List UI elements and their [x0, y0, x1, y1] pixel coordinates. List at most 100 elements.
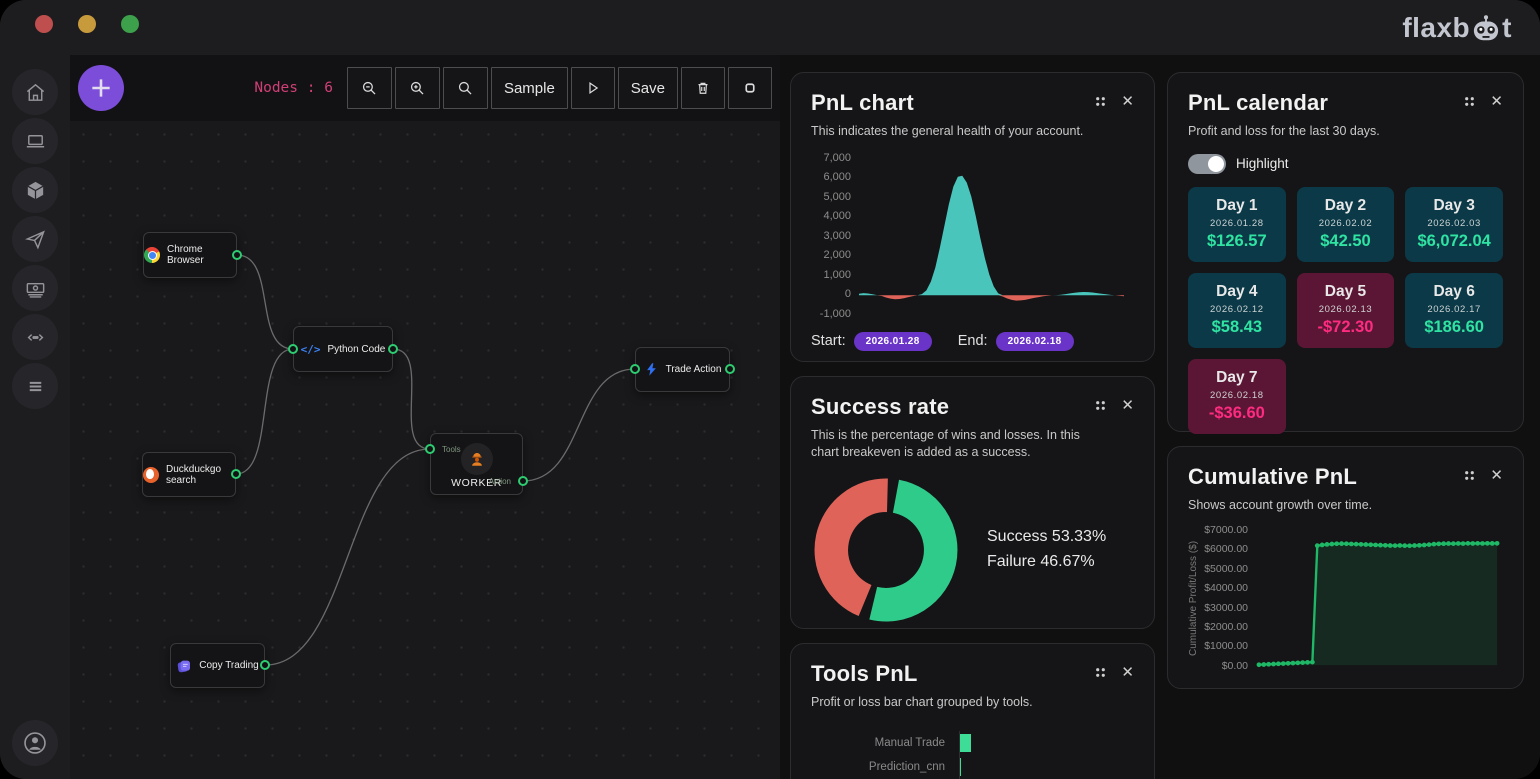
- calendar-day-date: 2026.02.17: [1427, 304, 1481, 316]
- node-label: WORKER: [451, 477, 502, 489]
- node-port[interactable]: [288, 344, 298, 354]
- graph-node-chrome-browser[interactable]: Chrome Browser: [143, 232, 237, 278]
- stop-button[interactable]: [728, 67, 772, 109]
- sidebar-menu-button[interactable]: [12, 363, 58, 409]
- run-button[interactable]: [570, 67, 615, 109]
- tools-bar-category: Prediction_cnn: [868, 760, 945, 773]
- sidebar-packages-button[interactable]: [12, 167, 58, 213]
- zoom-in-button[interactable]: [394, 67, 440, 109]
- sidebar-code-button[interactable]: [12, 314, 58, 360]
- pnl-calendar-panel: PnL calendar ✕ Profit and loss for the l…: [1167, 72, 1524, 434]
- node-port[interactable]: [388, 344, 398, 354]
- search-button[interactable]: [442, 67, 488, 109]
- node-label: Python Code: [327, 343, 386, 355]
- tools-bar-track: [959, 730, 1134, 755]
- start-label: Start:: [811, 333, 846, 350]
- calendar-day-date: 2026.01.28: [1210, 218, 1264, 230]
- close-panel-icon[interactable]: ✕: [1490, 93, 1503, 110]
- node-port[interactable]: [425, 444, 435, 454]
- y-tick-label: $5000.00: [1204, 562, 1248, 575]
- end-label: End:: [957, 333, 988, 350]
- sidebar-desktop-button[interactable]: [12, 118, 58, 164]
- sidebar-profile-button[interactable]: [12, 720, 58, 766]
- calendar-day-amount: $126.57: [1207, 232, 1267, 251]
- success-rate-donut-chart: [814, 478, 958, 622]
- node-port[interactable]: [231, 469, 241, 479]
- graph-node-trade-action[interactable]: Trade Action: [635, 347, 730, 392]
- pnl-area-chart: [859, 175, 1124, 301]
- zoom-out-button[interactable]: [346, 67, 392, 109]
- save-button[interactable]: Save: [617, 67, 678, 109]
- calendar-day-amount: $42.50: [1320, 232, 1371, 251]
- graph-node-python-code[interactable]: </> Python Code: [293, 326, 393, 372]
- graph-node-duckduckgo-search[interactable]: Duckduckgo search: [142, 452, 236, 497]
- node-port[interactable]: [725, 364, 735, 374]
- canvas-area[interactable]: Chrome Browser </> Python Code Duckduckgo s…: [70, 121, 780, 779]
- maximize-window-button[interactable]: [121, 15, 139, 33]
- cumulative-y-axis-label: Cumulative Profit/Loss ($): [1188, 540, 1199, 656]
- start-date-badge[interactable]: 2026.01.28: [853, 331, 932, 351]
- drag-handle-icon[interactable]: [1463, 469, 1476, 482]
- calendar-day-name: Day 3: [1433, 197, 1475, 215]
- tools-pnl-subtitle: Profit or loss bar chart grouped by tool…: [811, 695, 1033, 709]
- calendar-day-amount: -$36.60: [1208, 404, 1265, 423]
- calendar-day-card: Day 7 2026.02.18 -$36.60: [1188, 358, 1286, 434]
- menu-icon: [29, 381, 41, 391]
- node-label: Trade Action: [665, 364, 722, 375]
- y-tick-label: $7000.00: [1204, 523, 1248, 536]
- cumulative-pnl-title: Cumulative PnL: [1188, 464, 1358, 489]
- node-port[interactable]: [630, 364, 640, 374]
- add-node-button[interactable]: [78, 65, 124, 111]
- calendar-day-date: 2026.02.03: [1427, 218, 1481, 230]
- close-window-button[interactable]: [35, 15, 53, 33]
- node-port[interactable]: [232, 250, 242, 260]
- tools-bar-category: Manual Trade: [874, 736, 945, 749]
- minimize-window-button[interactable]: [78, 15, 96, 33]
- cumulative-pnl-subtitle: Shows account growth over time.: [1188, 498, 1373, 512]
- sidebar-home-button[interactable]: [12, 69, 58, 115]
- port-label: Tools: [442, 445, 461, 454]
- calendar-day-date: 2026.02.02: [1318, 218, 1373, 230]
- y-tick-label: 5,000: [823, 190, 851, 203]
- y-tick-label: $3000.00: [1204, 601, 1248, 614]
- graph-node-worker[interactable]: WORKER: [430, 433, 523, 495]
- calendar-day-name: Day 7: [1216, 369, 1258, 387]
- highlight-toggle[interactable]: [1188, 153, 1226, 174]
- donut-legend: Success 53.33% Failure 46.67%: [987, 525, 1106, 575]
- node-port[interactable]: [518, 476, 528, 486]
- close-panel-icon[interactable]: ✕: [1490, 467, 1503, 484]
- calendar-day-amount: $186.60: [1424, 318, 1484, 337]
- drag-handle-icon[interactable]: [1094, 666, 1107, 679]
- success-rate-panel: Success rate ✕ This is the percentage of…: [790, 376, 1155, 629]
- pnl-calendar-title: PnL calendar: [1188, 90, 1329, 115]
- cumulative-pnl-panel: Cumulative PnL ✕ Shows account growth ov…: [1167, 446, 1524, 689]
- sample-button[interactable]: Sample: [490, 67, 568, 109]
- close-panel-icon[interactable]: ✕: [1121, 664, 1134, 681]
- cumulative-line-chart: [1256, 540, 1500, 667]
- close-panel-icon[interactable]: ✕: [1121, 397, 1134, 414]
- calendar-day-name: Day 2: [1324, 197, 1367, 215]
- money-icon: [26, 282, 44, 298]
- node-port[interactable]: [260, 660, 270, 670]
- pnl-chart-title: PnL chart: [811, 90, 914, 115]
- drag-handle-icon[interactable]: [1094, 95, 1107, 108]
- logo-text-left: flaxb: [1402, 12, 1471, 43]
- drag-handle-icon[interactable]: [1094, 399, 1107, 412]
- calendar-day-card: Day 1 2026.01.28 $126.57: [1188, 186, 1286, 262]
- node-editor-canvas: Nodes : 6 Sample Save: [70, 55, 780, 779]
- cube-icon: [27, 181, 43, 199]
- tools-bar: [960, 757, 961, 776]
- calendar-day-card: Day 2 2026.02.02 $42.50: [1296, 186, 1395, 262]
- sidebar-deploy-button[interactable]: [12, 216, 58, 262]
- sidebar-wallet-button[interactable]: [12, 265, 58, 311]
- close-panel-icon[interactable]: ✕: [1121, 93, 1134, 110]
- pnl-chart-y-axis: 7,000 6,000 5,000 4,000 3,000 2,000 1,000 0 -1,0…: [811, 152, 859, 320]
- calendar-day-card: Day 5 2026.02.13 -$72.30: [1296, 272, 1395, 348]
- y-tick-label: $0.00: [1221, 659, 1248, 672]
- drag-handle-icon[interactable]: [1463, 95, 1476, 108]
- y-tick-label: $1000.00: [1204, 640, 1248, 653]
- end-date-badge[interactable]: 2026.02.18: [995, 331, 1074, 351]
- delete-button[interactable]: [681, 67, 725, 109]
- graph-node-copy-trading[interactable]: Copy Trading: [170, 643, 265, 688]
